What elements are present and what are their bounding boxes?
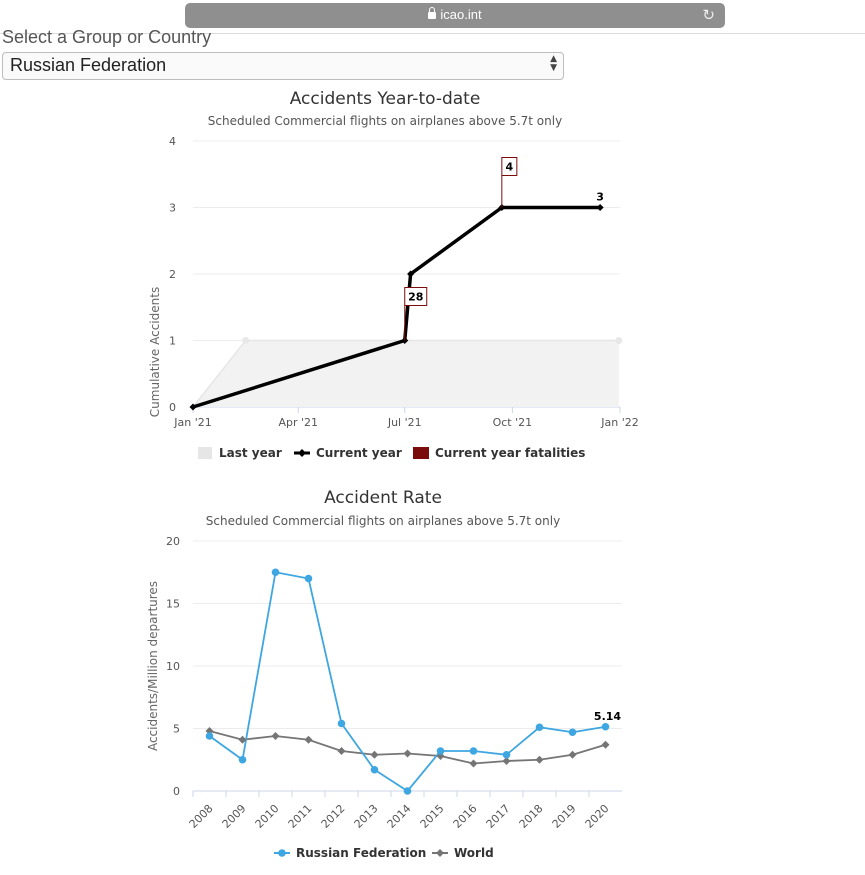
data-point-world — [271, 732, 280, 740]
group-country-select[interactable]: Russian Federation ▲ ▼ — [2, 52, 564, 80]
x-tick-label: 2009 — [220, 802, 249, 831]
data-point-russian-federation — [205, 732, 214, 740]
data-point-russian-federation — [436, 747, 445, 755]
x-tick-label: 2017 — [484, 802, 513, 831]
legend-label-current-year: Current year — [316, 446, 402, 460]
data-point-russian-federation — [469, 747, 478, 755]
lock-icon — [428, 7, 437, 19]
x-tick-label: 2016 — [451, 802, 480, 831]
y-tick-label: 4 — [169, 135, 176, 148]
x-tick-label: Jan '21 — [173, 416, 211, 429]
fatality-flag-label: 28 — [408, 291, 423, 304]
chart-subtitle: Scheduled Commercial flights on airplane… — [208, 114, 562, 128]
reload-icon[interactable]: ↻ — [702, 6, 715, 24]
y-tick-label: 0 — [169, 401, 176, 414]
current-year-point — [189, 403, 197, 411]
data-point-russian-federation — [370, 765, 379, 774]
fatality-flag-box — [404, 287, 428, 306]
legend-label-russian-federation: Russian Federation — [296, 846, 426, 860]
data-point-russian-federation — [337, 719, 346, 728]
y-tick-label: 5 — [173, 723, 180, 736]
y-axis-label: Accidents/Million departures — [146, 581, 160, 751]
x-tick-label: Jan '22 — [600, 416, 638, 429]
x-tick-label: 2019 — [550, 802, 579, 831]
legend-symbol-last-year — [198, 447, 212, 459]
data-point-world — [568, 750, 577, 759]
x-tick-label: Oct '21 — [493, 416, 533, 429]
accidents-ytd-chart: Accidents Year-to-date Scheduled Commerc… — [148, 89, 639, 460]
x-tick-label: 2011 — [286, 802, 315, 831]
x-tick-label: 2015 — [418, 802, 447, 831]
data-point-world — [469, 759, 478, 768]
data-point-world — [304, 735, 313, 744]
y-tick-label: 10 — [166, 660, 180, 673]
data-point-world — [370, 750, 379, 759]
x-tick-label: 2013 — [352, 802, 381, 831]
url-text: icao.int — [440, 7, 482, 22]
data-point-world — [403, 749, 412, 758]
x-tick-label: 2012 — [319, 802, 348, 831]
browser-address-bar[interactable]: icao.int ↻ — [185, 3, 725, 28]
last-year-area — [193, 340, 619, 407]
legend-marker-world — [436, 849, 444, 857]
x-tick-label: 2014 — [385, 802, 414, 831]
selector-label: Select a Group or Country — [2, 27, 212, 47]
data-point-world — [337, 747, 346, 755]
data-point-russian-federation — [601, 722, 610, 731]
chart-title: Accident Rate — [324, 488, 442, 508]
data-label: 5.14 — [594, 710, 621, 723]
address-text-wrap: icao.int — [185, 7, 725, 22]
y-tick-label: 0 — [173, 785, 180, 798]
data-point-russian-federation — [271, 568, 280, 577]
y-tick-label: 15 — [166, 598, 180, 611]
y-tick-label: 1 — [169, 335, 176, 348]
legend-label-fatalities: Current year fatalities — [435, 446, 585, 460]
divider — [0, 33, 865, 34]
y-axis-label: Cumulative Accidents — [148, 287, 162, 417]
x-tick-label: Jul '21 — [387, 416, 422, 429]
fatality-flag-box — [501, 157, 518, 176]
data-point-world — [601, 740, 610, 749]
data-point-russian-federation — [502, 750, 511, 759]
legend-marker-russian-federation — [278, 849, 286, 857]
fatality-flag-label: 4 — [506, 161, 514, 174]
data-point-world — [535, 755, 544, 764]
current-year-point — [407, 270, 415, 278]
series-line-world — [209, 730, 606, 765]
data-label: 3 — [596, 191, 604, 204]
data-point-russian-federation — [568, 728, 577, 737]
data-point-world — [502, 757, 511, 765]
y-tick-label: 20 — [166, 535, 180, 548]
data-point-russian-federation — [238, 755, 247, 764]
legend-symbol-fatalities — [413, 447, 429, 459]
x-tick-label: 2020 — [583, 802, 612, 831]
chart-subtitle: Scheduled Commercial flights on airplane… — [206, 514, 560, 528]
legend-marker-current-year — [298, 449, 306, 457]
accident-rate-chart: Accident Rate Scheduled Commercial fligh… — [146, 488, 622, 860]
legend-label-world: World — [454, 846, 494, 860]
last-year-point — [615, 337, 623, 344]
data-point-russian-federation — [403, 787, 412, 795]
select-value: Russian Federation — [10, 55, 167, 75]
chart-title: Accidents Year-to-date — [290, 89, 481, 109]
x-tick-label: 2010 — [253, 802, 282, 831]
x-tick-label: 2008 — [187, 802, 216, 831]
select-arrows-icon: ▲ ▼ — [550, 54, 557, 73]
data-point-russian-federation — [535, 723, 544, 732]
y-tick-label: 3 — [169, 202, 176, 215]
x-tick-label: Apr '21 — [279, 416, 319, 429]
last-year-point — [242, 337, 250, 344]
x-tick-label: 2018 — [517, 802, 546, 831]
data-point-world — [238, 735, 247, 744]
data-point-russian-federation — [304, 574, 313, 583]
current-year-point — [596, 204, 604, 211]
legend-label-last-year: Last year — [219, 446, 282, 460]
y-tick-label: 2 — [169, 268, 176, 281]
